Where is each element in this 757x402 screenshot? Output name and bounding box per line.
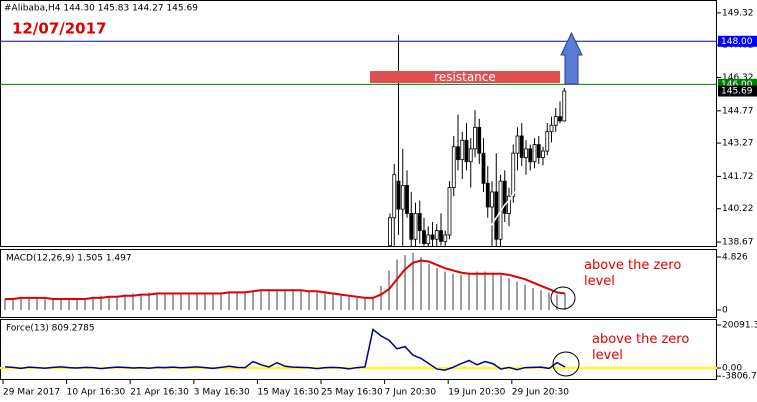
circle [552,351,580,377]
x-tick-label: 7 Jun 20:30 [385,388,437,398]
candle-body [477,126,482,154]
candle-body [400,185,405,210]
y-tick-label: 20091.37 [722,320,757,330]
level-label: 145.69 [721,87,753,97]
resistance-box [370,71,560,83]
candle-body [392,174,397,219]
level-label: 148.00 [721,37,753,47]
candle-body [532,144,537,163]
candle-body [447,187,452,236]
candle-body [439,230,443,242]
candle-body [451,146,456,189]
resistance-label: resistance [434,70,496,84]
level-tag [718,78,757,90]
candle-body [541,150,545,158]
y-tick-label: 138.67 [722,238,754,248]
candle-body [511,152,516,197]
candle-body [515,135,520,154]
candle-body [536,144,541,158]
y-tick-label: 0 [722,305,728,315]
y-tick-label: 143.27 [722,139,754,149]
candle-body [490,191,494,208]
candle-body [468,148,473,163]
x-tick-label: 29 Mar 2017 [3,388,60,398]
y-tick-label: 4.826 [722,252,748,262]
candle-body [562,90,567,122]
x-tick-label: 3 May 16:30 [194,388,250,398]
candle-body [524,148,528,158]
y-tick-label: 140.22 [722,204,754,214]
y-tick-label: 0.00 [722,363,742,373]
candle-body [443,234,448,242]
candle-body [519,135,524,158]
moving-average [478,152,565,244]
candle-body [426,234,431,244]
candle-body [464,139,469,163]
force-line [4,328,566,371]
x-tick-label: 15 May 16:30 [257,388,319,398]
candle-body [417,213,422,232]
candle-body [388,217,392,247]
force-panel [0,319,717,380]
candle-body [396,180,401,210]
candle-body [456,146,460,161]
candle-body [405,185,409,214]
force-note: above the zero level [592,332,690,363]
candle-body [507,195,511,214]
level-tag [718,35,757,47]
y-tick-label: -3806.74 [722,372,757,382]
macd-note: above the zero level [584,258,682,289]
level-label: 146.00 [721,80,753,90]
force-title: Force(13) 809.2785 [6,324,95,334]
macd-panel [0,249,717,318]
y-tick-label: 149.32 [722,8,754,18]
y-tick-label: 141.72 [722,172,754,182]
candle-body [430,234,435,240]
candle-body [549,124,554,133]
candle-body [553,116,558,126]
x-tick-label: 29 Jun 20:30 [512,388,569,398]
candle-body [502,180,507,214]
candle-body [558,116,562,122]
date-note: 12/07/2017 [12,20,106,38]
macd-title: MACD(12,26,9) 1.505 1.497 [6,254,132,264]
candle-body [413,213,418,240]
x-tick-label: 19 Jun 20:30 [448,388,505,398]
signal-line [5,259,566,300]
price-panel [0,0,717,247]
y-tick-label: 144.77 [722,106,754,116]
candle-body [481,152,486,184]
candle-body [528,148,533,163]
x-tick-label: 21 Apr 16:30 [130,388,189,398]
candle-body [545,131,550,152]
candle-body [473,126,477,150]
x-tick-label: 25 May 16:30 [321,388,383,398]
candle-body [485,182,490,208]
circle [550,286,576,310]
price-title: #Alibaba,H4 144.30 145.83 144.27 145.69 [4,4,198,14]
x-tick-label: 10 Apr 16:30 [67,388,126,398]
level-tag [718,85,757,97]
candle-body [422,230,426,244]
candle-body [460,139,465,161]
up-arrow [560,31,583,85]
candle-body [409,213,414,240]
y-tick-label: 146.32 [722,73,754,83]
candle-body [434,230,439,240]
